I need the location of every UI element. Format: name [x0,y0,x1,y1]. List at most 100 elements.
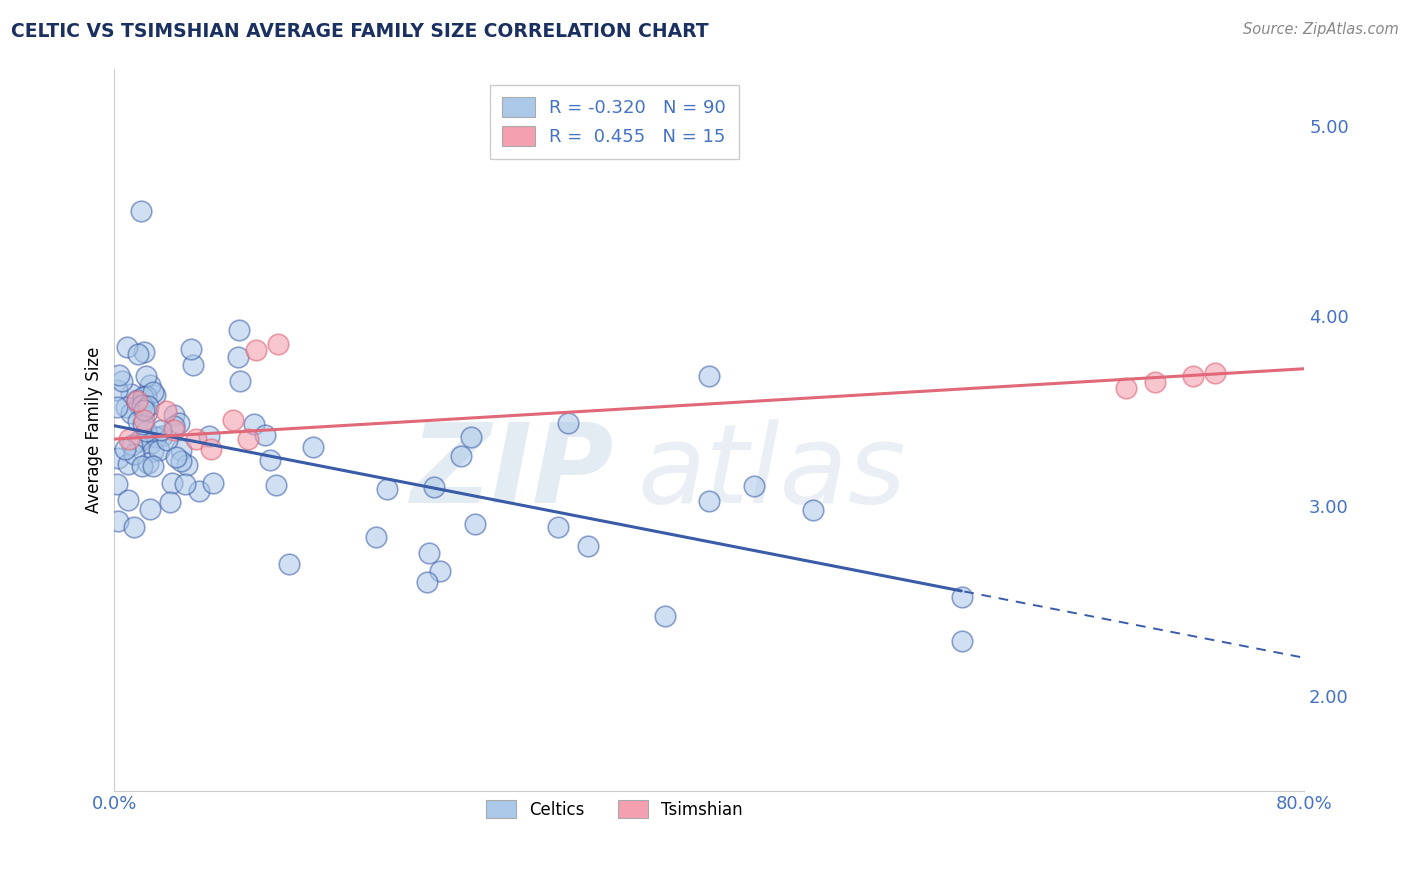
Point [547,520,569,534]
Point [139,436,162,450]
Point [115,401,138,415]
Point [111,374,134,388]
Text: atlas: atlas [638,419,907,526]
Point [254,428,277,442]
Point [128,398,150,412]
Point [803,503,825,517]
Point [121,438,143,452]
Point [181,358,204,372]
Point [200,442,222,456]
Point [120,387,142,401]
Point [245,343,267,357]
Point [266,478,288,492]
Point [134,344,156,359]
Point [122,520,145,534]
Point [226,350,249,364]
Point [145,430,167,444]
Point [267,337,290,351]
Point [576,539,599,553]
Point [169,454,191,468]
Point [129,204,152,219]
Point [238,432,260,446]
Point [654,608,676,623]
Point [108,368,131,383]
Legend: Celtics, Tsimshian: Celtics, Tsimshian [479,794,749,826]
Point [160,475,183,490]
Point [120,406,142,420]
Point [167,416,190,430]
Text: ZIP: ZIP [411,419,614,526]
Point [122,447,145,461]
Point [228,374,250,388]
Point [416,575,439,590]
Point [150,428,173,442]
Point [150,423,173,437]
Point [128,434,150,448]
Point [228,323,250,337]
Point [132,417,155,432]
Point [136,399,159,413]
Point [143,387,166,401]
Point [366,530,388,544]
Point [242,417,264,431]
Point [1204,366,1226,380]
Point [127,414,149,428]
Point [697,369,720,384]
Point [188,484,211,499]
Point [125,394,148,409]
Point [135,389,157,403]
Point [950,633,973,648]
Point [117,492,139,507]
Point [105,476,128,491]
Point [136,405,159,419]
Point [173,477,195,491]
Point [131,398,153,412]
Point [159,495,181,509]
Point [114,442,136,456]
Point [163,423,186,437]
Point [107,514,129,528]
Point [1181,369,1204,384]
Point [135,368,157,383]
Point [277,557,299,571]
Point [259,453,281,467]
Point [117,457,139,471]
Point [134,402,156,417]
Point [163,419,186,434]
Point [162,408,184,422]
Point [142,384,165,399]
Point [1144,375,1167,389]
Point [107,450,129,465]
Point [127,347,149,361]
Point [418,546,440,560]
Point [165,450,187,464]
Point [131,458,153,473]
Point [180,343,202,357]
Point [460,430,482,444]
Point [136,456,159,470]
Point [423,480,446,494]
Point [118,432,141,446]
Point [201,475,224,490]
Point [148,442,170,457]
Text: CELTIC VS TSIMSHIAN AVERAGE FAMILY SIZE CORRELATION CHART: CELTIC VS TSIMSHIAN AVERAGE FAMILY SIZE … [11,22,709,41]
Y-axis label: Average Family Size: Average Family Size [86,346,103,513]
Point [142,444,165,458]
Point [222,413,245,427]
Point [429,564,451,578]
Point [742,479,765,493]
Point [155,403,177,417]
Point [139,378,162,392]
Point [105,400,128,414]
Point [375,482,398,496]
Point [132,391,155,405]
Point [142,459,165,474]
Point [170,443,193,458]
Point [138,502,160,516]
Point [450,449,472,463]
Point [105,384,128,398]
Point [176,458,198,472]
Text: Source: ZipAtlas.com: Source: ZipAtlas.com [1243,22,1399,37]
Point [198,429,221,443]
Point [156,433,179,447]
